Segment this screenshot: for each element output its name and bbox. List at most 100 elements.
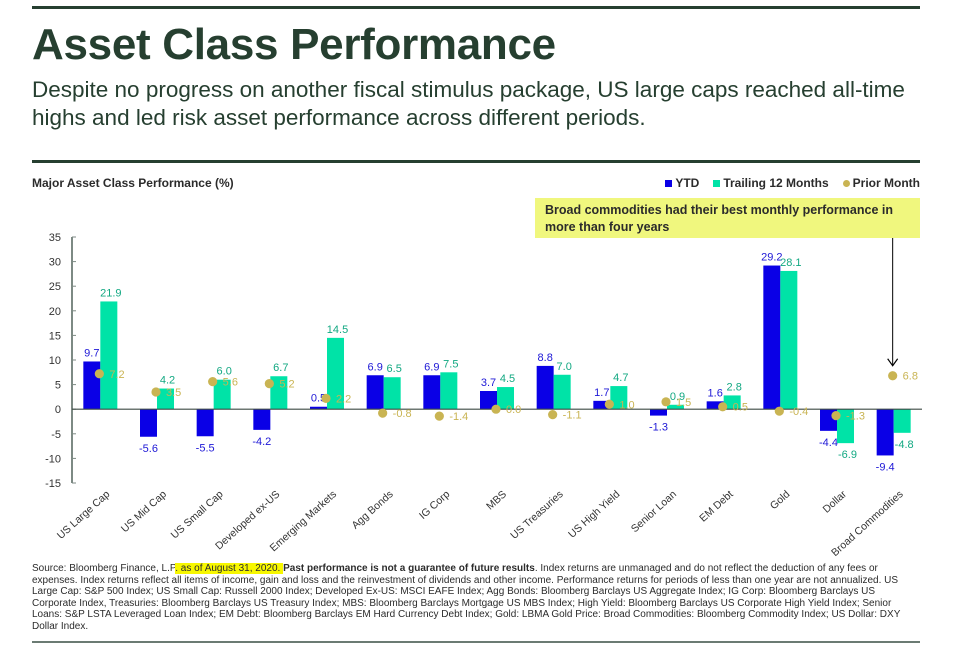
- data-label-ttm: -6.9: [838, 449, 857, 461]
- dot-prior-month: [491, 404, 501, 414]
- data-label-ytd: -5.5: [196, 442, 215, 454]
- x-tick-label: Senior Loan: [629, 488, 679, 535]
- legend-label-ttm: Trailing 12 Months: [723, 176, 829, 190]
- data-label-prior-month: 5.6: [223, 377, 238, 389]
- dot-prior-month: [774, 406, 784, 416]
- x-tick-label: MBS: [484, 488, 509, 512]
- data-label-ttm: 6.0: [217, 366, 232, 378]
- data-label-prior-month: -0.8: [393, 408, 412, 420]
- x-tick-label: EM Debt: [697, 488, 735, 524]
- x-tick-label: Gold: [768, 488, 793, 512]
- bar-ytd: [593, 400, 611, 410]
- bar-ytd: [253, 409, 271, 430]
- bar-ttm: [837, 409, 854, 444]
- data-label-ttm: 0.9: [670, 391, 685, 403]
- data-label-ttm: 6.5: [387, 363, 402, 375]
- data-label-ytd: 9.7: [84, 347, 99, 359]
- data-label-ttm: 7.5: [443, 358, 458, 370]
- data-label-ttm: -4.8: [895, 439, 914, 451]
- dot-prior-month: [831, 410, 841, 421]
- bar-ttm: [157, 388, 174, 410]
- bar-ytd: [650, 409, 667, 416]
- x-tick-label: IG Corp: [417, 488, 452, 522]
- y-tick-label: 15: [49, 330, 61, 342]
- callout-annotation: Broad commodities had their best monthly…: [535, 198, 920, 238]
- bar-ttm: [780, 270, 798, 410]
- footnote-source: Source: Bloomberg Finance, L.P: [32, 563, 176, 574]
- data-label-ttm: 14.5: [327, 324, 348, 336]
- data-label-ytd: 8.8: [538, 352, 553, 364]
- data-label-prior-month: 0.0: [506, 404, 521, 416]
- data-label-ytd: 6.9: [424, 361, 439, 373]
- dot-prior-month: [888, 371, 898, 381]
- data-label-ytd: -4.2: [252, 436, 271, 448]
- bar-ytd: [366, 375, 384, 410]
- bar-ytd: [706, 401, 724, 410]
- bar-ytd: [196, 409, 214, 437]
- bar-ytd: [763, 265, 781, 410]
- data-label-prior-month: -1.3: [846, 411, 865, 423]
- bar-ytd: [310, 406, 327, 410]
- legend-label-prior-month: Prior Month: [852, 176, 920, 190]
- bar-ttm: [100, 301, 118, 410]
- data-label-ttm: 4.5: [500, 373, 515, 385]
- top-rule: [32, 6, 920, 9]
- data-label-prior-month: 7.2: [109, 369, 124, 381]
- bar-ttm: [723, 395, 741, 410]
- callout-arrowhead: [887, 358, 899, 367]
- bar-ttm: [893, 409, 911, 433]
- x-tick-label: Agg Bonds: [349, 488, 395, 531]
- bar-ttm: [383, 377, 401, 410]
- x-tick-label: US Mid Cap: [119, 488, 169, 535]
- footnote-date-highlight: . as of August 31, 2020.: [175, 563, 284, 574]
- x-tick-label: US Small Cap: [169, 488, 226, 541]
- dot-prior-month: [151, 387, 161, 397]
- page-subtitle: Despite no progress on another fiscal st…: [32, 77, 905, 130]
- data-label-ytd: 1.6: [708, 387, 723, 399]
- x-tick-label: US Treasuries: [508, 488, 565, 541]
- legend-label-ytd: YTD: [675, 176, 700, 190]
- x-tick-label: Dollar: [821, 488, 850, 516]
- bar-ytd: [876, 409, 894, 456]
- page-title: Asset Class Performance: [32, 20, 556, 69]
- dot-prior-month: [264, 379, 274, 389]
- bar-ttm: [213, 379, 231, 410]
- data-label-ttm: 21.9: [100, 287, 121, 299]
- bar-ytd: [423, 375, 441, 410]
- bar-ttm: [327, 337, 344, 410]
- bar-ytd: [536, 365, 554, 410]
- bar-ttm: [553, 374, 571, 410]
- data-label-prior-month: 5.2: [279, 379, 294, 391]
- y-tick-label: 30: [49, 257, 61, 269]
- dot-prior-month: [321, 393, 331, 403]
- bar-ttm: [497, 387, 514, 410]
- y-tick-label: 0: [55, 404, 61, 416]
- data-label-prior-month: -0.4: [789, 406, 808, 418]
- bar-ytd: [140, 409, 157, 437]
- chart-title: Major Asset Class Performance (%): [32, 176, 234, 190]
- x-tick-label: US Large Cap: [55, 488, 113, 542]
- y-tick-label: 25: [49, 281, 61, 293]
- data-label-prior-month: 3.5: [166, 387, 181, 399]
- data-label-ytd: -1.3: [649, 422, 668, 434]
- bar-ttm: [270, 376, 288, 410]
- dot-prior-month: [604, 399, 614, 409]
- y-tick-label: 20: [49, 306, 61, 318]
- y-tick-label: 5: [55, 380, 61, 392]
- data-label-prior-month: 1.0: [619, 399, 634, 411]
- data-label-ttm: 4.2: [160, 375, 175, 387]
- legend-item-prior-month: Prior Month: [842, 176, 920, 190]
- section-rule: [32, 160, 920, 163]
- y-tick-label: -15: [45, 478, 61, 490]
- dot-prior-month: [548, 410, 558, 420]
- dot-prior-month: [378, 408, 388, 418]
- bottom-rule: [32, 641, 920, 643]
- bar-ttm: [440, 372, 458, 410]
- footnote-disclaimer: Past performance is not a guarantee of f…: [283, 563, 535, 574]
- dot-prior-month: [208, 377, 218, 387]
- bar-ttm: [667, 404, 684, 410]
- dot-prior-month: [661, 397, 671, 407]
- data-label-ttm: 28.1: [780, 257, 801, 269]
- legend-swatch-prior-month: [842, 179, 850, 187]
- legend-swatch-ttm: [713, 179, 721, 187]
